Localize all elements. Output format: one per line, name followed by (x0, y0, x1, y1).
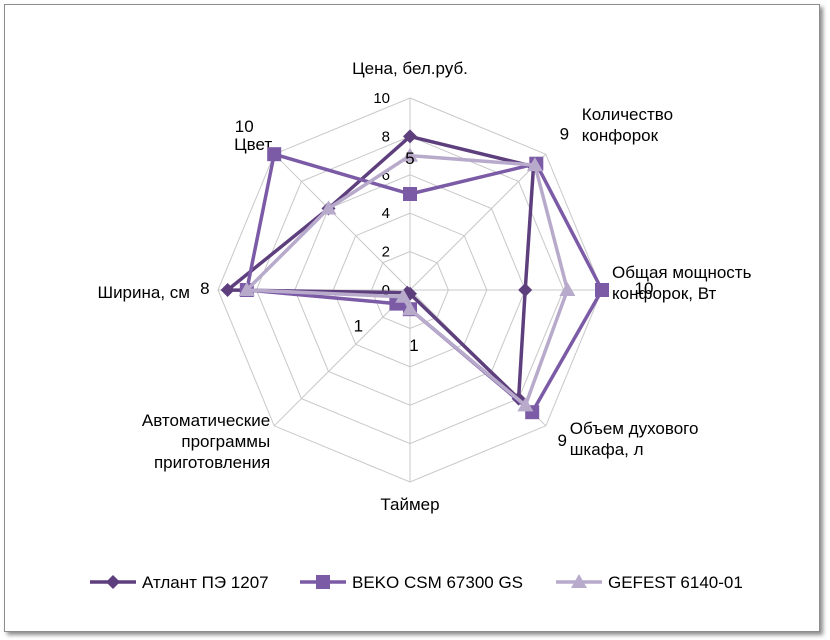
grid-spoke (273, 289, 411, 427)
series-line (245, 152, 604, 414)
data-point (402, 301, 418, 316)
category-label-line: программы (181, 432, 270, 451)
category-label-line: конфорок, Вт (612, 284, 716, 303)
data-label: 9 (560, 125, 569, 144)
category-label-line: Ширина, см (97, 283, 190, 302)
category-label: Автоматические программы приготовления (142, 411, 270, 472)
data-label: 9 (557, 431, 566, 450)
data-point (402, 147, 418, 162)
category-label: Цвет (234, 135, 272, 154)
data-point (517, 397, 534, 412)
data-point (403, 187, 417, 201)
tick-label: 4 (382, 205, 390, 222)
tick-label: 2 (382, 244, 390, 261)
data-point (238, 282, 255, 296)
category-label: Объем духового шкафа, л (570, 419, 699, 459)
series-group (238, 147, 576, 412)
data-point (559, 282, 576, 296)
legend-label: BEKO CSM 67300 GS (352, 573, 523, 592)
data-point (320, 200, 337, 215)
legend-item: Атлант ПЭ 1207 (90, 573, 269, 592)
tick-label: 8 (382, 128, 390, 145)
category-label: Цена, бел.руб. (352, 59, 468, 78)
legend-item: GEFEST 6140-01 (556, 573, 743, 592)
data-point (106, 575, 120, 589)
tick-label: 10 (373, 90, 390, 107)
category-label: Общая мощность конфорок, Вт (612, 263, 752, 303)
data-label: 1 (409, 336, 418, 355)
data-point (526, 157, 543, 172)
category-label-line: Объем духового (570, 419, 699, 438)
data-label: 1 (354, 317, 363, 336)
data-label: 10 (635, 279, 654, 298)
data-label: 5 (405, 149, 414, 168)
legend: Атлант ПЭ 1207 BEKO CSM 67300 GS GEFEST 61… (90, 573, 743, 592)
tick-label: 0 (382, 282, 390, 299)
category-labels: Цена, бел.руб. Количество конфорок Общая мо… (97, 59, 751, 514)
category-label: Ширина, см (97, 283, 190, 302)
grid-spoke (273, 153, 411, 291)
data-point (403, 129, 417, 144)
chart-frame (4, 4, 820, 632)
category-label: Количество конфорок (582, 105, 673, 145)
data-point (518, 283, 533, 297)
category-label: Таймер (380, 495, 439, 514)
legend-item: BEKO CSM 67300 GS (300, 573, 523, 592)
data-point (267, 147, 282, 162)
series (220, 129, 609, 420)
grid-spoke (409, 153, 547, 291)
series-group (239, 147, 609, 420)
category-label-line: шкафа, л (570, 440, 644, 459)
category-label-line: Количество (582, 105, 673, 124)
radial-ticks: 0 2 4 6 8 10 (373, 90, 390, 299)
data-point (395, 288, 412, 303)
data-label: 10 (235, 117, 254, 136)
tick-label: 6 (382, 167, 390, 184)
category-label-line: приготовления (154, 453, 270, 472)
category-label-line: Автоматические (142, 411, 270, 430)
category-label-line: Цвет (234, 135, 272, 154)
data-label: 8 (200, 279, 209, 298)
legend-label: GEFEST 6140-01 (608, 573, 743, 592)
category-label-line: конфорок (582, 126, 659, 145)
data-labels: 5 9 10 9 1 1 8 10 (200, 117, 653, 450)
category-label-line: Таймер (380, 495, 439, 514)
data-point (571, 574, 587, 588)
legend-label: Атлант ПЭ 1207 (142, 573, 269, 592)
category-label-line: Общая мощность (612, 263, 752, 282)
category-label-line: Цена, бел.руб. (352, 59, 468, 78)
data-point (316, 575, 330, 589)
data-point (220, 283, 235, 297)
data-point (595, 283, 609, 297)
